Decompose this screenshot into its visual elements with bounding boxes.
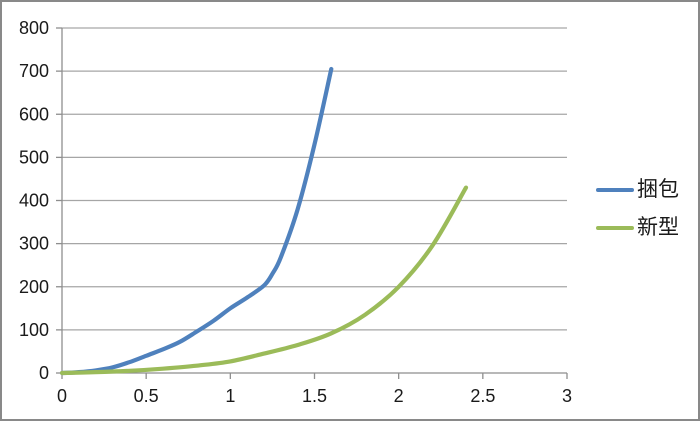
x-tick-label: 1 — [225, 386, 235, 406]
x-axis-tick-labels: 0 0.5 1 1.5 2 2.5 3 — [57, 386, 572, 406]
legend-line-swatch-green — [596, 225, 634, 230]
series-lines — [59, 66, 469, 376]
y-tick-label: 500 — [19, 147, 49, 167]
y-axis-tick-labels: 0 100 200 300 400 500 600 700 800 — [19, 18, 49, 383]
x-tick-label: 3 — [562, 386, 572, 406]
y-tick-label: 700 — [19, 61, 49, 81]
legend-label-kunbao: 捆包 — [637, 178, 679, 201]
tick-marks — [56, 27, 568, 379]
legend-label-xinxing: 新型 — [637, 216, 679, 240]
legend-line-swatch-blue — [596, 187, 634, 192]
x-tick-label: 2 — [394, 386, 404, 406]
x-tick-label: 1.5 — [302, 386, 327, 406]
y-tick-label: 400 — [19, 191, 49, 211]
legend-entry-kunbao[interactable]: 捆包 — [596, 178, 679, 201]
x-tick-label: 2.5 — [470, 386, 495, 406]
x-tick-label: 0.5 — [134, 386, 159, 406]
y-tick-label: 100 — [19, 320, 49, 340]
x-tick-label: 0 — [57, 386, 67, 406]
legend-entry-xinxing[interactable]: 新型 — [596, 216, 679, 239]
y-tick-label: 800 — [19, 18, 49, 38]
gridlines — [62, 27, 567, 331]
series-line-1 — [59, 185, 469, 376]
legend: 捆包 新型 — [596, 178, 679, 239]
series-line-0 — [59, 66, 334, 376]
y-tick-label: 300 — [19, 234, 49, 254]
y-tick-label: 200 — [19, 277, 49, 297]
y-tick-label: 0 — [39, 363, 49, 383]
y-tick-label: 600 — [19, 104, 49, 124]
